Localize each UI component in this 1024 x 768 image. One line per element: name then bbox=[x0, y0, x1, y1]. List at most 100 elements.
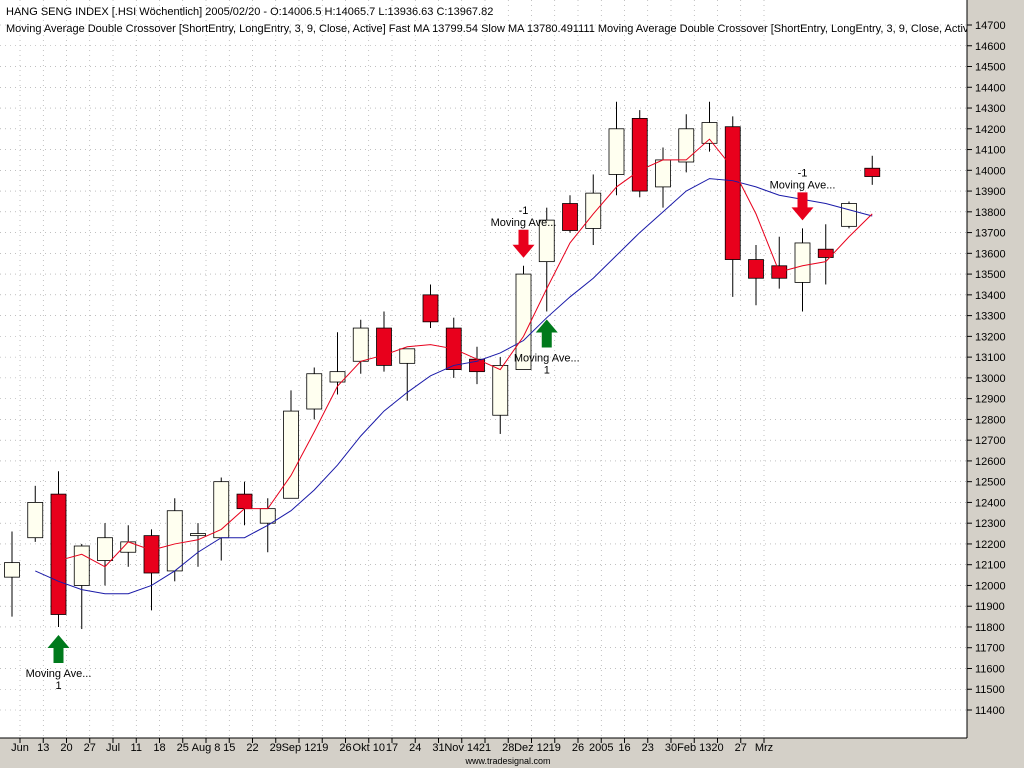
candle-body bbox=[631, 118, 648, 192]
y-tick-label: 13800 bbox=[975, 207, 1006, 219]
candle-body bbox=[422, 294, 439, 323]
candle bbox=[50, 471, 67, 627]
candle-body bbox=[376, 327, 392, 366]
y-tick-label: 14200 bbox=[975, 124, 1006, 136]
y-tick-label: 12900 bbox=[975, 394, 1006, 406]
x-tick-label: 25 bbox=[177, 742, 189, 754]
candle bbox=[166, 498, 183, 582]
candle-body bbox=[701, 122, 718, 144]
candle-body bbox=[492, 365, 509, 416]
signal-label: Moving Ave... bbox=[770, 179, 836, 191]
candle-body bbox=[562, 203, 578, 231]
y-tick-label: 13700 bbox=[975, 228, 1006, 240]
y-tick-label: 13400 bbox=[975, 290, 1006, 302]
candle bbox=[236, 481, 253, 526]
x-tick-label: 26 bbox=[572, 742, 584, 754]
candle bbox=[631, 110, 648, 198]
y-tick-label: 13300 bbox=[975, 311, 1006, 323]
candle-body bbox=[4, 562, 20, 578]
x-tick-label: 2005 bbox=[589, 742, 613, 754]
slow-ma-line bbox=[35, 178, 873, 595]
y-tick-label: 14000 bbox=[975, 165, 1006, 177]
candle bbox=[306, 367, 323, 420]
signal-label: Moving Ave... bbox=[491, 217, 557, 229]
candle-body bbox=[352, 327, 369, 362]
candle-body bbox=[678, 128, 695, 163]
x-tick-label: 24 bbox=[409, 742, 421, 754]
candle bbox=[283, 390, 299, 499]
candle bbox=[608, 101, 625, 196]
x-tick-label: Jul bbox=[106, 742, 120, 754]
y-tick-label: 14300 bbox=[975, 103, 1006, 115]
fast-ma-line bbox=[58, 138, 873, 568]
y-tick-label: 13000 bbox=[975, 373, 1006, 385]
y-tick-label: 11800 bbox=[975, 622, 1005, 634]
candle bbox=[492, 357, 509, 434]
x-tick-label: Okt 10 bbox=[353, 742, 385, 754]
y-tick-label: 12400 bbox=[975, 497, 1006, 509]
candle bbox=[97, 523, 113, 586]
candle-body bbox=[864, 167, 881, 177]
x-axis-panel bbox=[0, 738, 967, 768]
y-axis-panel bbox=[967, 0, 1024, 768]
x-tick-label: 29 bbox=[270, 742, 282, 754]
y-tick-label: 12700 bbox=[975, 435, 1006, 447]
x-axis: Jun 13 20 27 Jul 11 18 25 Aug 8 15 22 29 Sep 12 19 26 O… bbox=[0, 737, 967, 768]
x-tick-label: Feb 13 bbox=[677, 742, 711, 754]
watermark: www.tradesignal.com bbox=[464, 756, 550, 766]
y-tick-label: 12100 bbox=[975, 560, 1006, 572]
down-arrow-icon bbox=[512, 229, 535, 258]
y-tick-label: 14100 bbox=[975, 145, 1006, 157]
y-tick-label: 12300 bbox=[975, 518, 1006, 530]
x-tick-label: 31 bbox=[432, 742, 444, 754]
x-tick-label: Nov 14 bbox=[444, 742, 479, 754]
x-tick-label: 27 bbox=[735, 742, 747, 754]
candle bbox=[352, 319, 369, 374]
candle bbox=[538, 207, 555, 312]
up-arrow-icon bbox=[47, 634, 70, 663]
y-tick-label: 13600 bbox=[975, 248, 1006, 260]
candle-body bbox=[50, 493, 67, 615]
signal-label: Moving Ave... bbox=[26, 668, 92, 680]
y-tick-label: 14500 bbox=[975, 62, 1006, 74]
up-arrow-icon bbox=[535, 319, 558, 348]
x-tick-label: 19 bbox=[316, 742, 328, 754]
candle bbox=[678, 114, 695, 173]
x-tick-label: 27 bbox=[84, 742, 96, 754]
candle-body bbox=[748, 259, 764, 279]
candle-body bbox=[608, 128, 625, 175]
candle bbox=[841, 201, 857, 229]
x-tick-label: 30 bbox=[665, 742, 677, 754]
signal-label: Moving Ave... bbox=[514, 352, 580, 364]
x-tick-label: Mrz bbox=[755, 742, 773, 754]
candle-body bbox=[283, 410, 299, 499]
x-tick-label: 22 bbox=[246, 742, 258, 754]
x-tick-label: Dez 12 bbox=[514, 742, 549, 754]
candle bbox=[794, 228, 811, 312]
candle bbox=[748, 245, 764, 306]
candle bbox=[701, 101, 718, 152]
x-tick-label: 11 bbox=[131, 742, 142, 754]
signal-value: -1 bbox=[519, 205, 529, 217]
candle-body bbox=[190, 533, 206, 537]
y-tick-label: 12000 bbox=[975, 580, 1006, 592]
long-entry-signal: Moving Ave...1 bbox=[26, 634, 92, 692]
x-tick-label: 20 bbox=[711, 742, 723, 754]
x-tick-label: 17 bbox=[386, 742, 398, 754]
x-tick-label: 16 bbox=[618, 742, 630, 754]
signal-value: 1 bbox=[544, 364, 550, 376]
header-indicator: Moving Average Double Crossover [ShortEn… bbox=[6, 23, 978, 35]
y-tick-label: 11600 bbox=[975, 663, 1005, 675]
candle-body bbox=[236, 493, 253, 510]
signal-value: -1 bbox=[798, 167, 808, 179]
signal-value: 1 bbox=[55, 680, 61, 692]
candle-body bbox=[143, 535, 160, 574]
candle bbox=[27, 485, 44, 542]
y-tick-label: 11700 bbox=[975, 643, 1005, 655]
y-tick-label: 12600 bbox=[975, 456, 1006, 468]
y-axis: 11400 11500 11600 11700 11800 11900 12000 12100… bbox=[966, 0, 1024, 768]
x-tick-label: 28 bbox=[502, 742, 514, 754]
candle-body bbox=[259, 508, 276, 524]
candle-body bbox=[538, 219, 555, 263]
y-tick-label: 11900 bbox=[975, 601, 1005, 613]
